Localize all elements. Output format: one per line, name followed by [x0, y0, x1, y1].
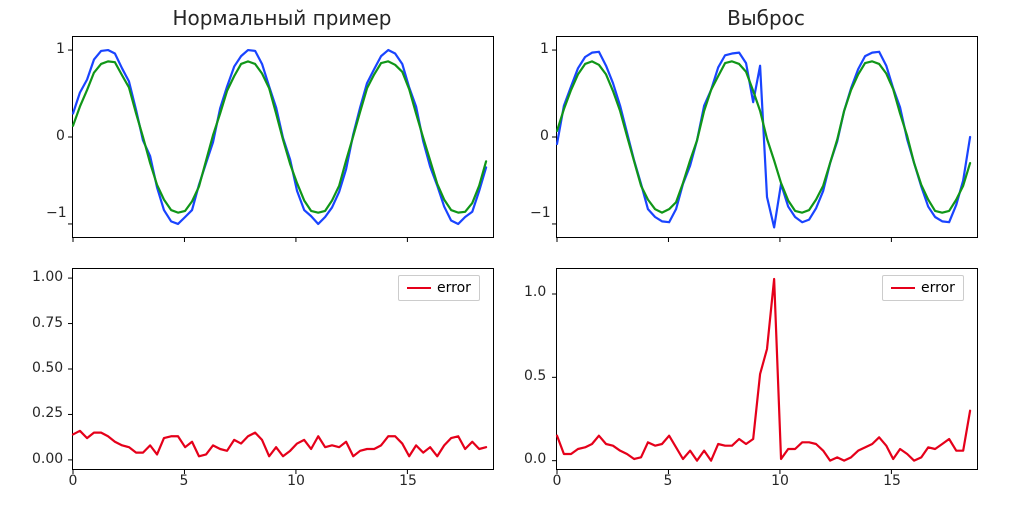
panel-top-left	[72, 36, 494, 238]
panel-top-right	[556, 36, 978, 238]
title-outlier: Выброс	[556, 6, 976, 30]
legend-error-left: error	[398, 275, 480, 301]
ytick-label: 0.50	[32, 361, 63, 375]
ytick-label: 0.0	[524, 452, 546, 466]
legend-line-icon	[407, 287, 431, 289]
ytick-label: −1	[530, 206, 551, 220]
ytick-label: 1.0	[524, 285, 546, 299]
ytick-label: 1.00	[32, 270, 63, 284]
xtick-label: 10	[770, 474, 790, 488]
title-normal: Нормальный пример	[72, 6, 492, 30]
ytick-label: 1	[540, 42, 549, 56]
ytick-label: 0.25	[32, 406, 63, 420]
ytick-label: 0.75	[32, 316, 63, 330]
legend-label: error	[437, 280, 471, 296]
xtick-label: 5	[179, 474, 189, 488]
ytick-label: −1	[46, 206, 67, 220]
legend-line-icon	[891, 287, 915, 289]
xtick-label: 5	[663, 474, 673, 488]
ytick-label: 1	[56, 42, 65, 56]
legend-error-right: error	[882, 275, 964, 301]
ytick-label: 0	[540, 129, 549, 143]
ytick-label: 0.5	[524, 369, 546, 383]
figure: Нормальный пример Выброс −1 0 1 −1 0 1 0…	[0, 0, 1024, 522]
xtick-label: 0	[68, 474, 78, 488]
legend-label: error	[921, 280, 955, 296]
ytick-label: 0.00	[32, 452, 63, 466]
xtick-label: 15	[882, 474, 902, 488]
xtick-label: 15	[398, 474, 418, 488]
xtick-label: 10	[286, 474, 306, 488]
ytick-label: 0	[56, 129, 65, 143]
xtick-label: 0	[552, 474, 562, 488]
